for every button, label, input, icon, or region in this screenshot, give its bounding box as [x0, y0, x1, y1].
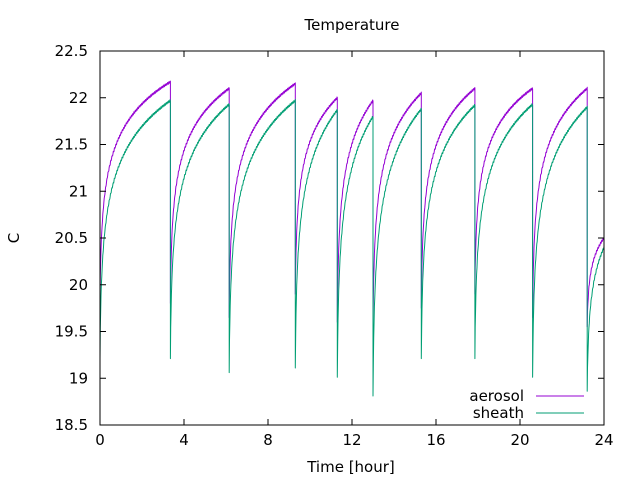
x-tick-label: 0	[95, 431, 105, 449]
x-tick-label: 24	[594, 431, 613, 449]
y-tick-label: 19	[69, 369, 88, 387]
y-tick-label: 20	[69, 276, 88, 294]
y-tick-label: 22	[69, 89, 88, 107]
x-tick-label: 4	[179, 431, 189, 449]
axes: 0 4 8 12 16 20 24 18.5 19 19.5 20 20.5 21 21.5 22 22.5	[55, 42, 614, 449]
y-axis-label: C	[5, 233, 23, 243]
x-tick-label: 20	[510, 431, 529, 449]
x-tick-label: 12	[342, 431, 361, 449]
y-tick-label: 18.5	[55, 416, 88, 434]
y-tick-label: 22.5	[55, 42, 88, 60]
y-tick-label: 21.5	[55, 136, 88, 154]
y-tick-label: 21	[69, 182, 88, 200]
legend-label-sheath: sheath	[473, 404, 524, 422]
x-axis-label: Time [hour]	[306, 458, 395, 476]
series-line-aerosol	[99, 80, 605, 328]
y-tick-label: 19.5	[55, 323, 88, 341]
chart-title: Temperature	[303, 16, 399, 34]
series-line-sheath	[99, 99, 605, 397]
y-tick-label: 20.5	[55, 229, 88, 247]
x-tick-label: 8	[263, 431, 273, 449]
legend-label-aerosol: aerosol	[469, 387, 524, 405]
x-tick-label: 16	[426, 431, 445, 449]
plot-lines	[99, 80, 605, 397]
